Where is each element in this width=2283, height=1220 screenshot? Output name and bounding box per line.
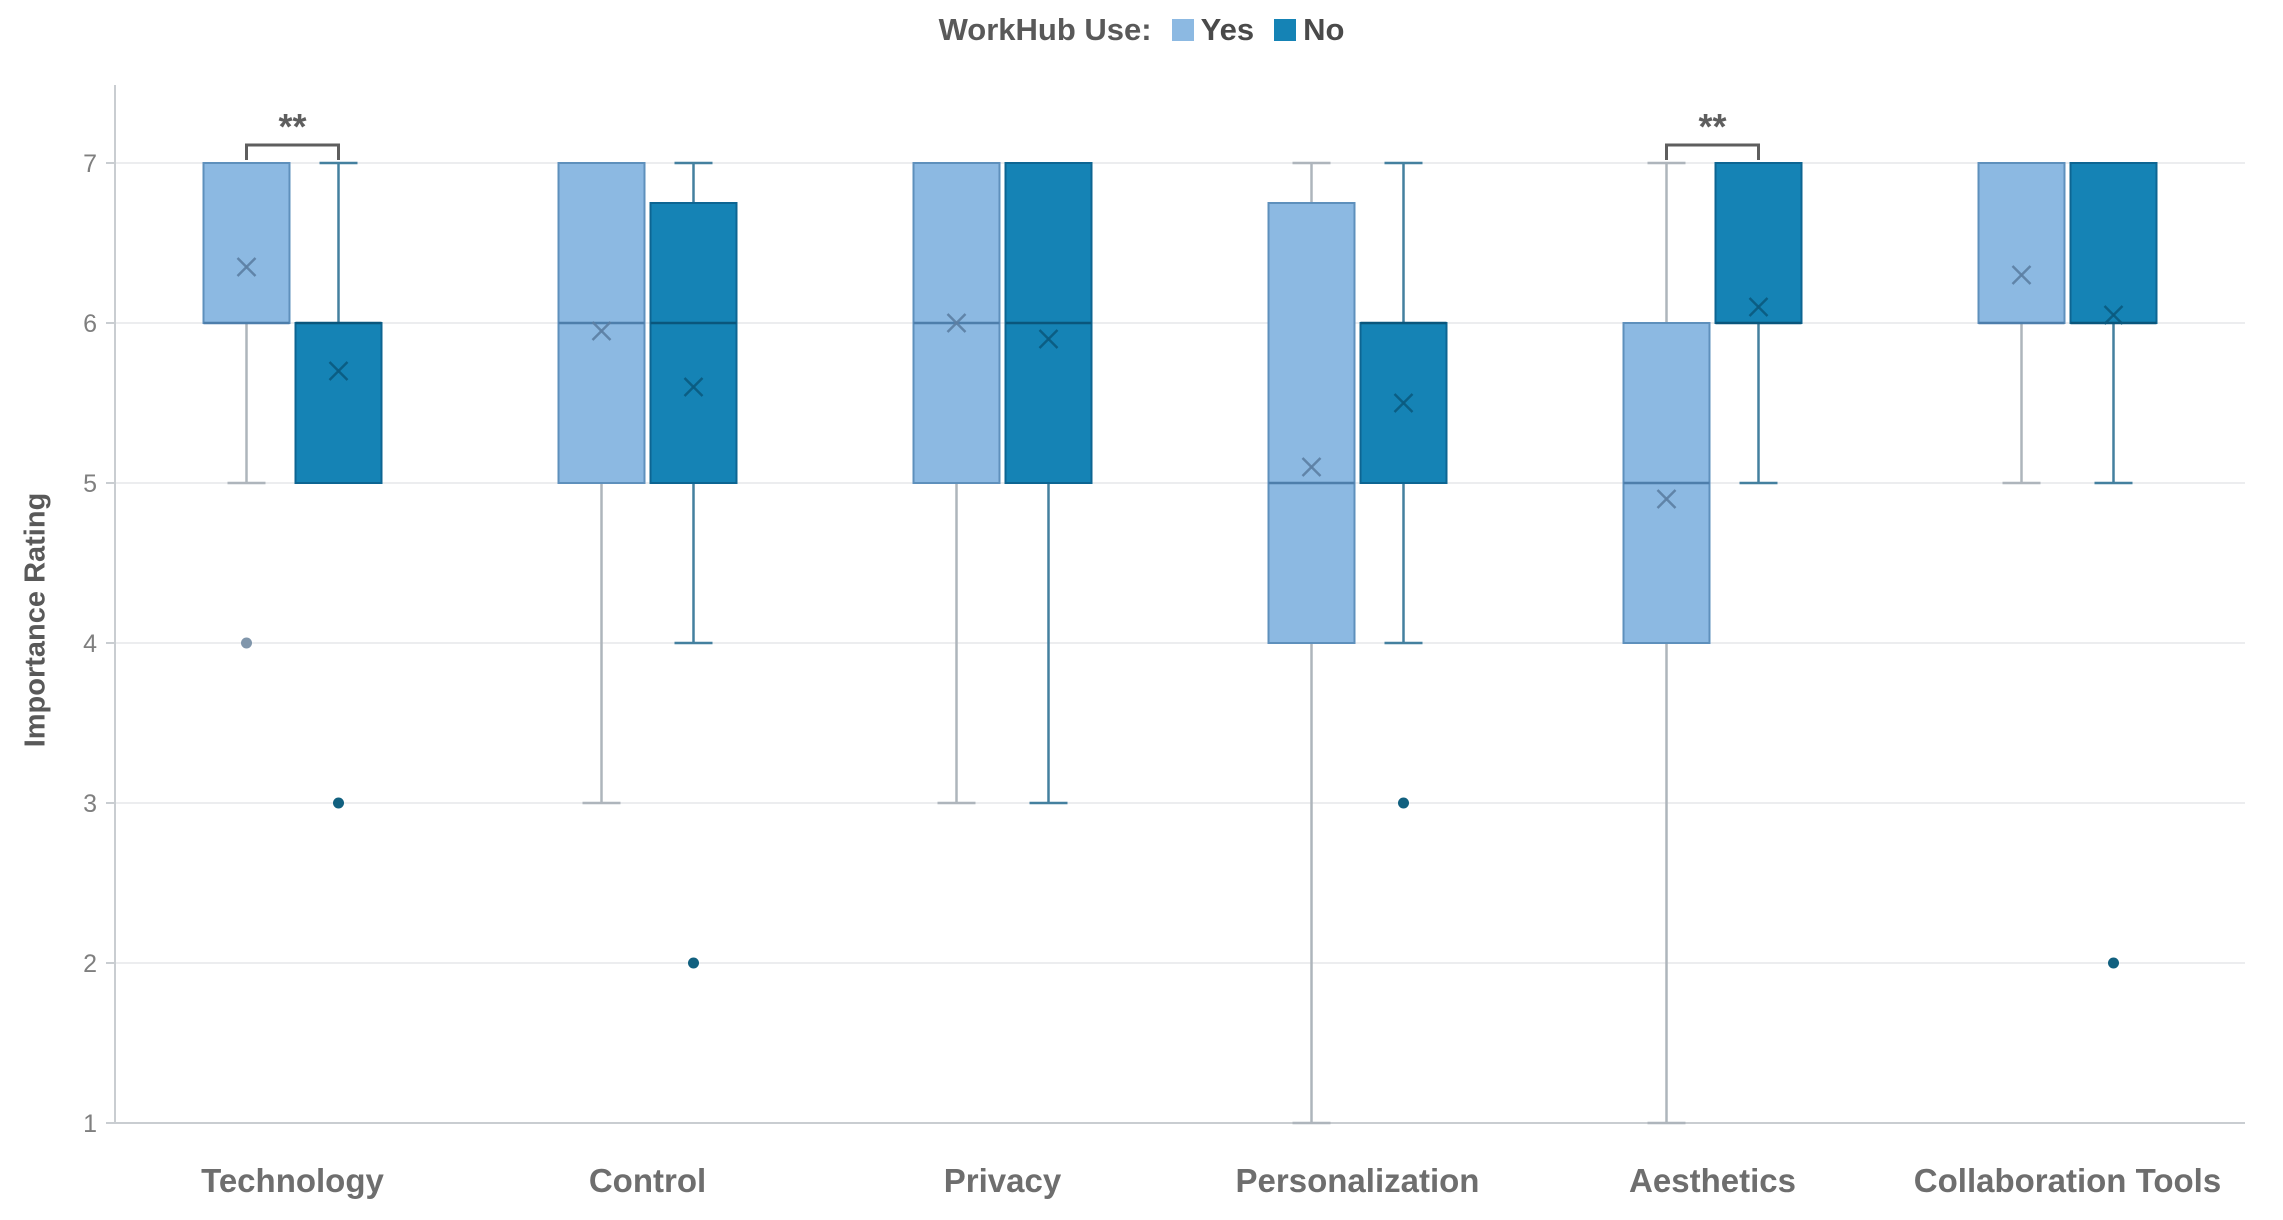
significance-label: **: [278, 106, 306, 147]
iqr-box: [1977, 162, 2066, 324]
axes: 1 2 3 4 5 6 7: [83, 85, 2245, 1138]
significance-bracket-technology: **: [245, 106, 340, 160]
legend-label-no: No: [1303, 12, 1345, 47]
outlier-dot: [2108, 957, 2119, 969]
chart-legend: WorkHub Use: Yes No: [0, 12, 2283, 48]
y-axis-title: Importance Rating: [19, 492, 52, 748]
outlier-dot: [1398, 797, 1409, 809]
bracket-line: [1665, 143, 1760, 160]
iqr-box: [649, 202, 738, 484]
mean-marker-x: [1393, 393, 1414, 413]
iqr-box: [202, 162, 291, 324]
x-label-technology: Technology: [201, 1162, 384, 1199]
mean-marker-x: [946, 313, 967, 333]
box-no-collaboration-tools: [2069, 162, 2158, 969]
mean-marker-x: [1748, 297, 1769, 317]
box-no-aesthetics: [1714, 162, 1803, 485]
outlier-dot: [241, 637, 252, 649]
mean-marker-x: [328, 361, 349, 381]
y-tick-label-1: 1: [83, 1110, 97, 1138]
significance-bracket-aesthetics: **: [1665, 106, 1760, 160]
mean-marker-x: [236, 257, 257, 277]
x-label-collaboration-tools: Collaboration Tools: [1914, 1162, 2221, 1199]
box-yes-technology: [202, 162, 291, 649]
outlier-dot: [333, 797, 344, 809]
iqr-box: [294, 322, 383, 484]
bracket-line: [245, 143, 340, 160]
box-no-technology: [294, 161, 383, 809]
x-label-control: Control: [589, 1162, 706, 1199]
mean-marker-x: [591, 321, 612, 341]
legend-swatch-yes-icon: [1171, 19, 1194, 41]
box-no-personalization: [1359, 161, 1448, 809]
x-label-privacy: Privacy: [944, 1162, 1062, 1199]
legend-item-no: No: [1274, 12, 1344, 48]
mean-marker-x: [2011, 265, 2032, 285]
box-no-privacy: [1004, 162, 1093, 805]
legend-title: WorkHub Use:: [938, 12, 1152, 47]
x-label-aesthetics: Aesthetics: [1629, 1162, 1796, 1199]
y-tick-label-6: 6: [83, 310, 97, 338]
box-yes-collaboration-tools: [1977, 162, 2066, 485]
iqr-box: [2069, 162, 2158, 324]
box-yes-control: [557, 162, 646, 805]
mean-marker-x: [1656, 489, 1677, 509]
legend-item-yes: Yes: [1171, 12, 1255, 48]
y-tick-label-3: 3: [83, 790, 97, 818]
y-tick-label-2: 2: [83, 950, 97, 978]
box-yes-personalization: [1267, 161, 1356, 1125]
legend-label-yes: Yes: [1200, 12, 1255, 47]
box-yes-aesthetics: [1622, 161, 1711, 1125]
outlier-dot: [688, 957, 699, 969]
mean-marker-x: [1301, 457, 1322, 477]
box-yes-privacy: [912, 162, 1001, 805]
gridlines: [115, 162, 2245, 964]
y-tick-label-5: 5: [83, 470, 97, 498]
y-tick-label-4: 4: [83, 630, 97, 658]
mean-marker-x: [2103, 305, 2124, 325]
iqr-box: [1267, 202, 1356, 644]
iqr-box: [1714, 162, 1803, 324]
x-label-personalization: Personalization: [1236, 1162, 1480, 1199]
y-tick-label-7: 7: [83, 150, 97, 178]
legend-swatch-no-icon: [1274, 19, 1297, 41]
mean-marker-x: [1038, 329, 1059, 349]
significance-label: **: [1698, 106, 1726, 147]
box-no-control: [649, 161, 738, 969]
mean-marker-x: [683, 377, 704, 397]
